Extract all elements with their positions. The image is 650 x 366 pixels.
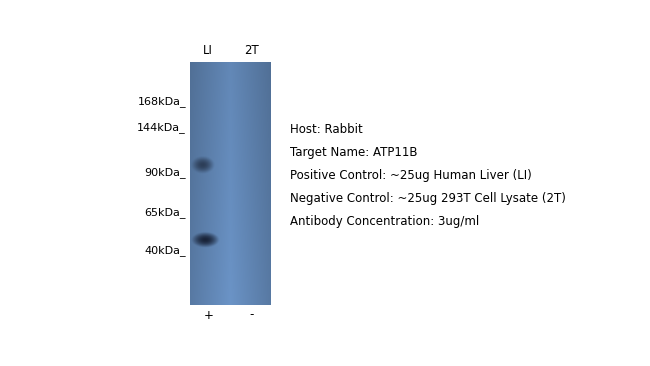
Text: 65kDa_: 65kDa_ [144, 208, 186, 219]
Text: LI: LI [203, 44, 213, 57]
Text: -: - [250, 309, 254, 321]
Text: Host: Rabbit: Host: Rabbit [291, 123, 363, 136]
Text: +: + [203, 309, 213, 321]
Text: 40kDa_: 40kDa_ [144, 245, 186, 256]
Text: Target Name: ATP11B: Target Name: ATP11B [291, 146, 418, 159]
Text: Negative Control: ~25ug 293T Cell Lysate (2T): Negative Control: ~25ug 293T Cell Lysate… [291, 192, 566, 205]
Text: 168kDa_: 168kDa_ [137, 96, 186, 107]
Text: 2T: 2T [244, 44, 259, 57]
Text: 144kDa_: 144kDa_ [137, 122, 186, 132]
Text: Antibody Concentration: 3ug/ml: Antibody Concentration: 3ug/ml [291, 215, 480, 228]
Text: Positive Control: ~25ug Human Liver (LI): Positive Control: ~25ug Human Liver (LI) [291, 169, 532, 182]
Text: 90kDa_: 90kDa_ [144, 167, 186, 178]
